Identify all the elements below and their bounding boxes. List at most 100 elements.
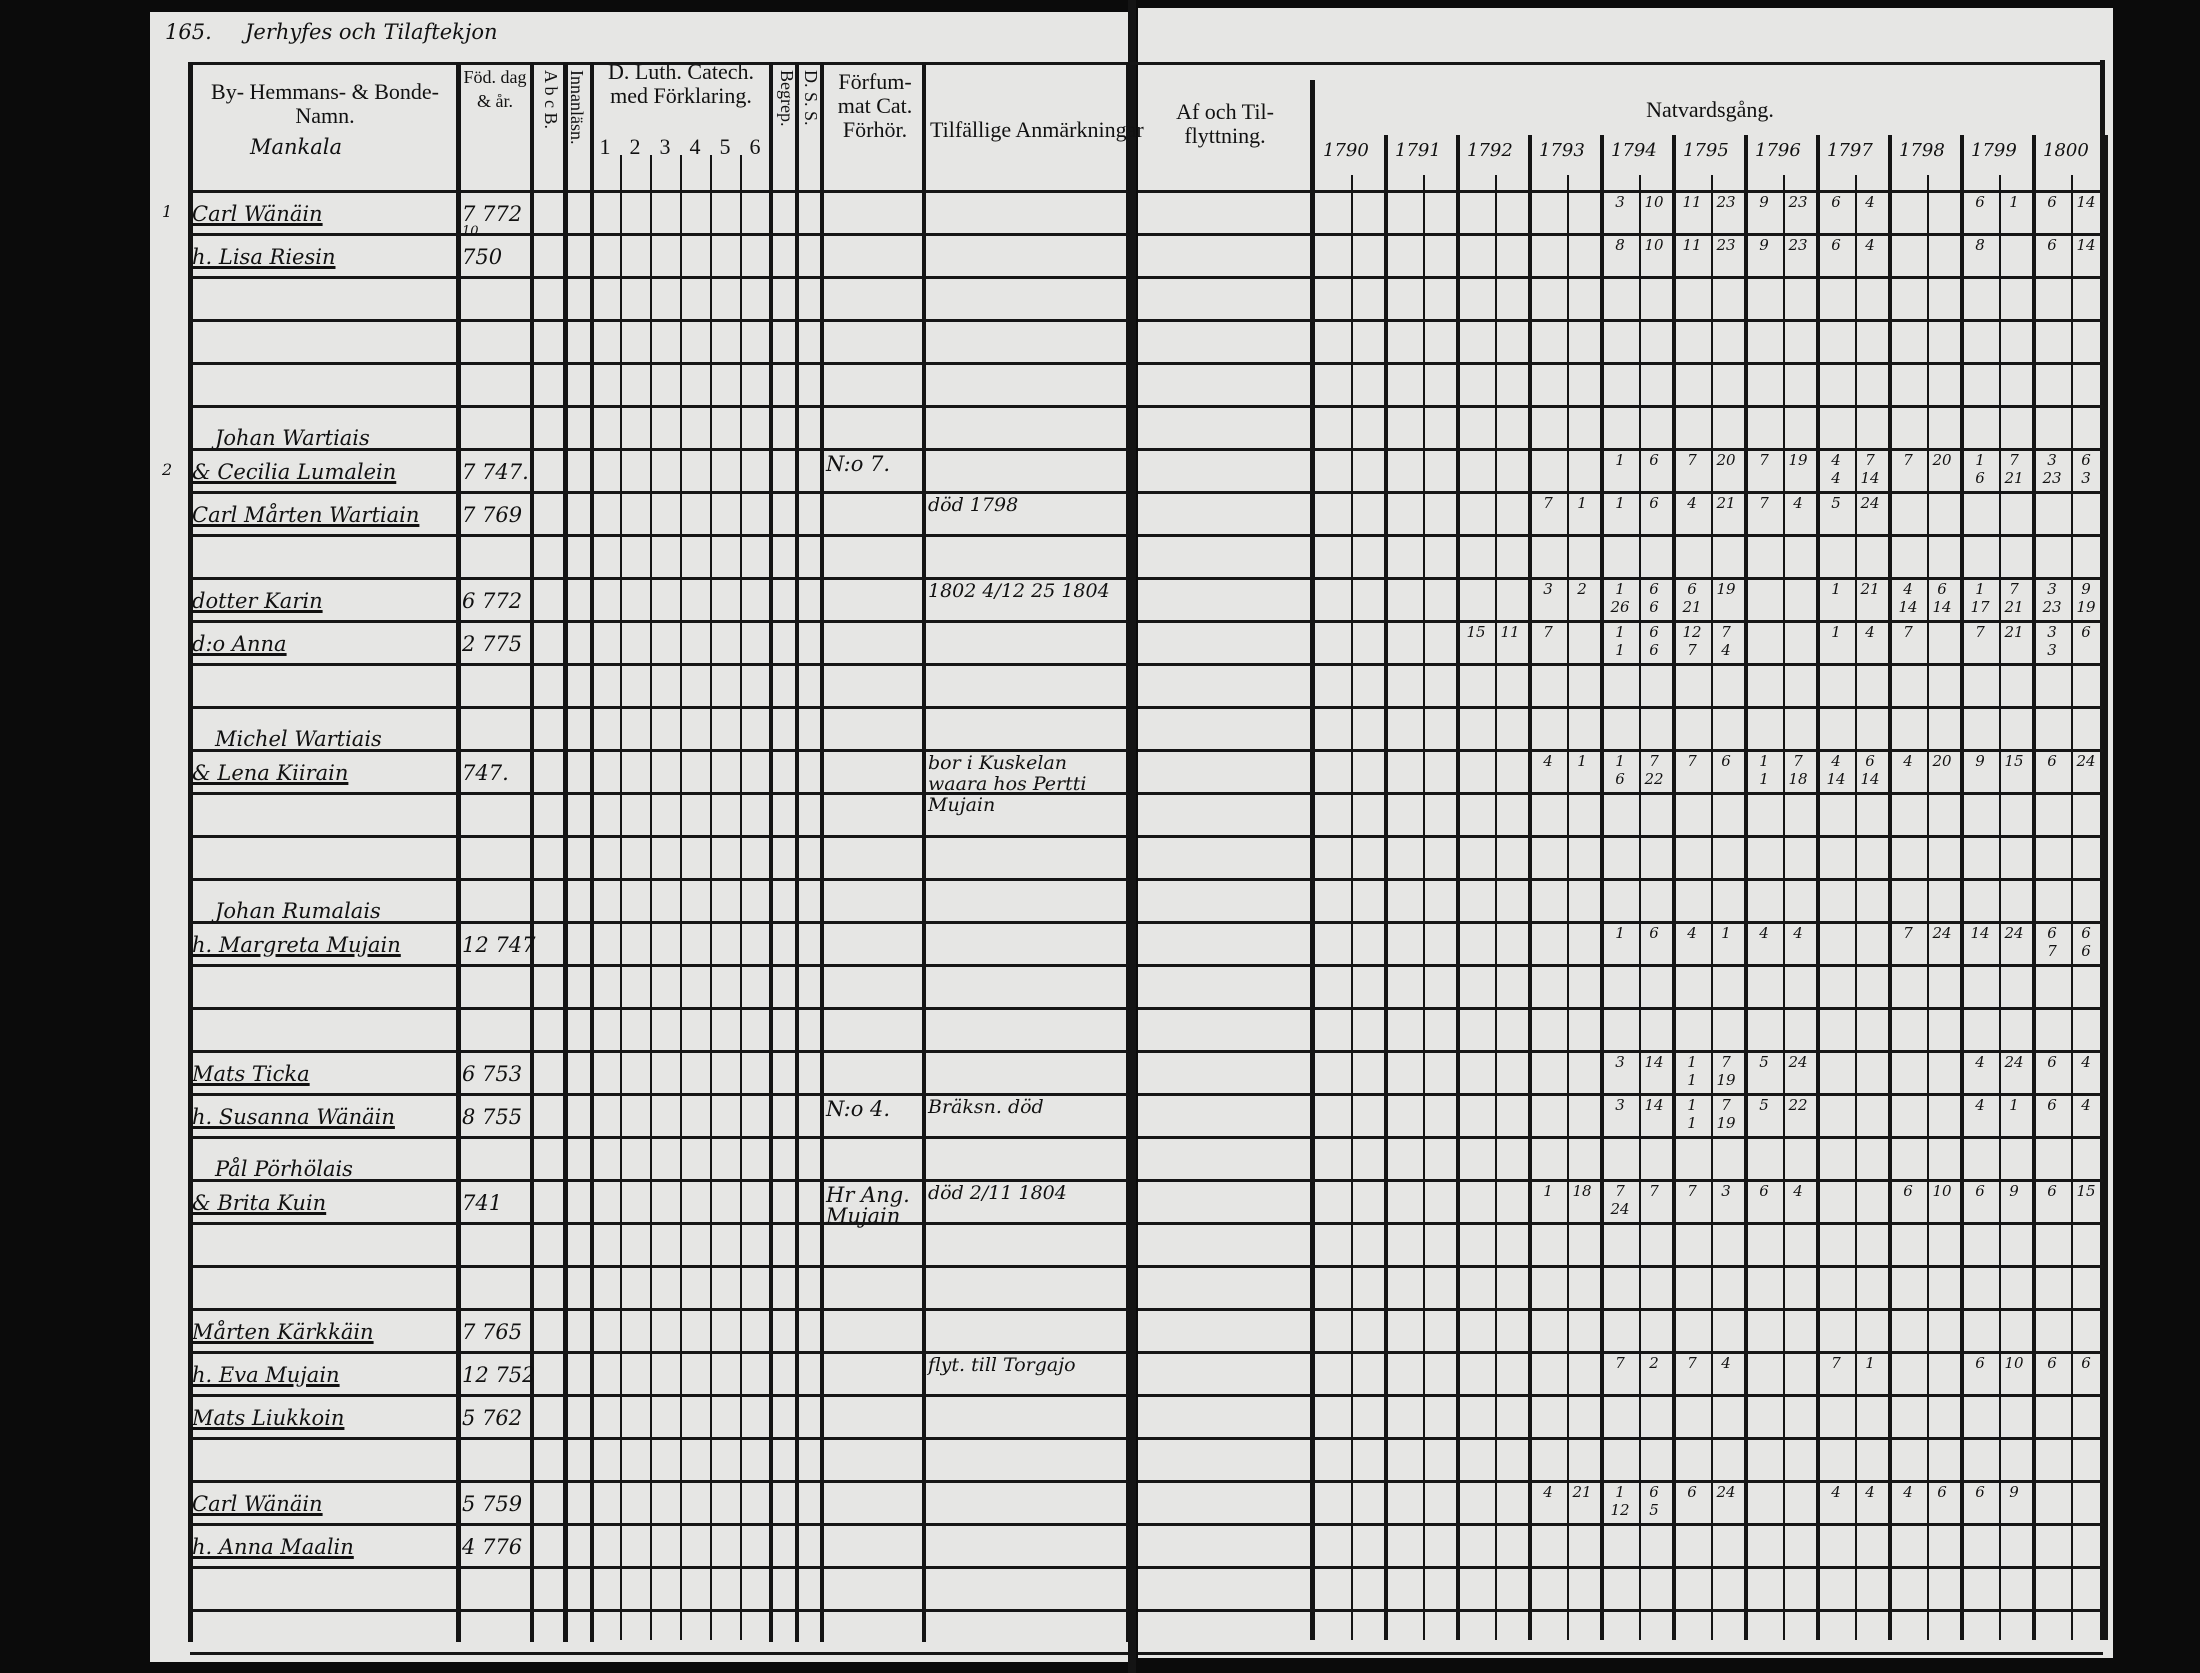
year-header: 1795: [1683, 140, 1729, 161]
year-column-rule: [1600, 135, 1604, 1640]
year-column-rule: [1528, 135, 1532, 1640]
communion-mark: 6: [1721, 752, 1731, 770]
year-header: 1797: [1827, 140, 1873, 161]
row-rule-left: [190, 1308, 1128, 1311]
communion-mark: 7: [1687, 1182, 1697, 1200]
birth-date: 747.: [462, 761, 509, 785]
communion-mark: 9: [2081, 580, 2091, 598]
communion-mark: 4: [1975, 1096, 1985, 1114]
communion-mark: 11: [1500, 623, 1520, 641]
row-rule-right: [1138, 1566, 2103, 1569]
row-rule-left: [190, 448, 1128, 451]
catechism-subcolumn-rule: [650, 155, 652, 1640]
communion-mark: 9: [2009, 1483, 2019, 1501]
row-rule-left: [190, 1265, 1128, 1268]
communion-mark: 6: [2047, 236, 2057, 254]
communion-mark: 1: [1865, 1354, 1875, 1372]
catechism-part-number: 4: [689, 134, 701, 159]
communion-mark: 6: [2081, 623, 2091, 641]
communion-mark: 4: [1865, 1483, 1875, 1501]
row-rule-right: [1138, 1523, 2103, 1526]
year-header: 1792: [1467, 140, 1513, 161]
year-column-rule: [1672, 135, 1676, 1640]
birth-date: 6 772: [462, 589, 523, 613]
catechism-part-number: 6: [749, 134, 761, 159]
row-rule-left: [190, 1007, 1128, 1010]
year-column-rule: [1384, 135, 1388, 1640]
communion-mark: 1: [1759, 770, 1769, 788]
communion-mark: 4: [1975, 1053, 1985, 1071]
remark-note: flyt. till Torgajo: [928, 1354, 1076, 1376]
row-rule-right: [1138, 190, 2103, 193]
communion-mark: 3: [2047, 623, 2057, 641]
catechism-subcolumn-rule: [620, 155, 622, 1640]
row-rule-right: [1138, 1351, 2103, 1354]
communion-mark: 3: [2047, 580, 2057, 598]
communion-mark: 8: [1615, 236, 1625, 254]
year-column-rule: [1960, 135, 1964, 1640]
row-rule-left: [190, 491, 1128, 494]
communion-mark: 7: [1615, 1182, 1625, 1200]
year-subcolumn-rule: [1423, 175, 1425, 1640]
communion-mark: 6: [1649, 580, 1659, 598]
communion-mark: 7: [1831, 1354, 1841, 1372]
communion-mark: 11: [1682, 193, 1702, 211]
row-rule-right: [1138, 448, 2103, 451]
margin-number: 1: [162, 202, 173, 221]
communion-mark: 4: [1865, 623, 1875, 641]
communion-mark: 1: [1687, 1053, 1697, 1071]
column-rule: [456, 62, 461, 1642]
row-rule-left: [190, 792, 1128, 795]
communion-mark: 6: [1649, 494, 1659, 512]
communion-mark: 7: [1649, 1182, 1659, 1200]
communion-mark: 14: [2076, 193, 2096, 211]
communion-mark: 6: [1649, 598, 1659, 616]
birth-date: 7 772: [462, 202, 523, 226]
header-communion: Natvardsgång.: [1646, 97, 1774, 122]
communion-mark: 21: [2004, 598, 2024, 616]
year-column-rule: [1816, 135, 1820, 1640]
birth-date: 5 759: [462, 1492, 523, 1516]
person-name: Carl Mårten Wartiain: [192, 503, 420, 527]
row-rule-right: [1138, 706, 2103, 709]
communion-mark: 4: [1831, 1483, 1841, 1501]
communion-mark: 7: [1903, 924, 1913, 942]
header-birth: Föd. dag & år.: [463, 67, 527, 111]
communion-mark: 9: [1975, 752, 1985, 770]
communion-mark: 1: [1687, 1071, 1697, 1089]
row-rule-left: [190, 1609, 1128, 1612]
household-head-name: Pål Pörhölais: [215, 1157, 353, 1181]
communion-mark: 21: [1860, 580, 1880, 598]
communion-mark: 6: [2047, 752, 2057, 770]
birth-date: 7 747.: [462, 460, 529, 484]
row-rule-right: [1138, 1050, 2103, 1053]
remark-note: 1802 4/12 25 1804: [928, 580, 1110, 602]
communion-mark: 7: [1903, 451, 1913, 469]
communion-mark: 6: [1687, 580, 1697, 598]
row-rule-right: [1138, 276, 2103, 279]
row-rule-left: [190, 405, 1128, 408]
year-subcolumn-rule: [1639, 175, 1641, 1640]
column-rule: [2100, 60, 2105, 1640]
household-head-name: Michel Wartiais: [215, 727, 382, 751]
catechism-part-number: 1: [599, 134, 611, 159]
row-rule-left: [190, 276, 1128, 279]
communion-mark: 1: [1615, 623, 1625, 641]
row-rule-right: [1138, 1136, 2103, 1139]
communion-mark: 5: [1831, 494, 1841, 512]
row-rule-right: [1138, 1179, 2103, 1182]
communion-mark: 19: [1788, 451, 1808, 469]
communion-mark: 6: [1975, 1483, 1985, 1501]
row-rule-left: [190, 1480, 1128, 1483]
communion-mark: 6: [1903, 1182, 1913, 1200]
communion-mark: 7: [1975, 623, 1985, 641]
row-rule-right: [1138, 1480, 2103, 1483]
row-rule-right: [1138, 1394, 2103, 1397]
birth-date: 12 752: [462, 1363, 536, 1387]
communion-mark: 3: [2081, 469, 2091, 487]
communion-mark: 1: [1615, 494, 1625, 512]
birth-date: 7 765: [462, 1320, 523, 1344]
year-column-rule: [1456, 135, 1460, 1640]
communion-mark: 6: [1975, 1182, 1985, 1200]
header-village: Mankala: [250, 135, 343, 159]
